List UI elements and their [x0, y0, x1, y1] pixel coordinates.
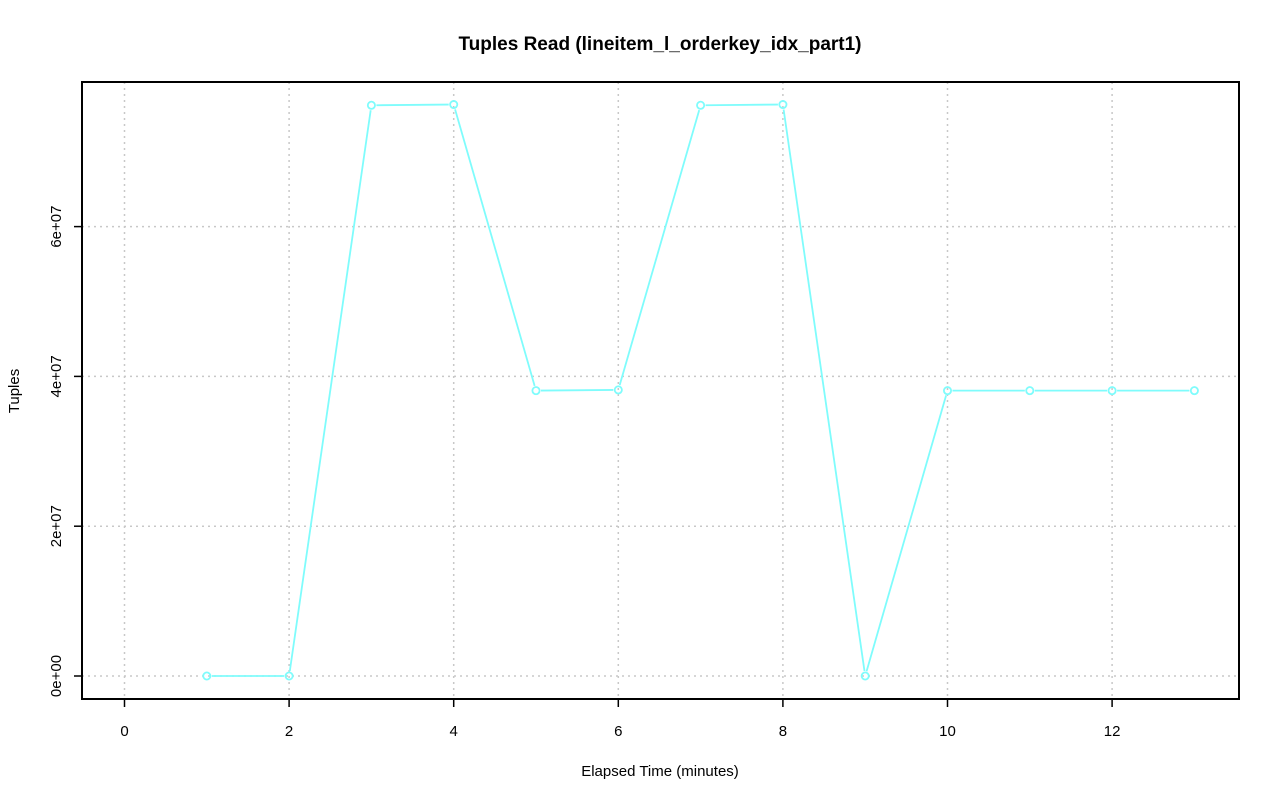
chart-title: Tuples Read (lineitem_l_orderkey_idx_par… — [458, 34, 861, 55]
series-segment — [540, 389, 614, 392]
data-point — [613, 385, 623, 395]
data-point — [778, 100, 788, 110]
y-axis: 0e+00 2e+07 4e+07 6e+07 — [48, 206, 82, 697]
y-tick-label: 4e+07 — [48, 355, 65, 397]
series — [202, 100, 1199, 681]
data-point — [1025, 386, 1035, 396]
plot-frame — [81, 81, 1240, 700]
series-segment — [705, 103, 778, 107]
x-tick-label: 6 — [614, 723, 622, 740]
series-segment — [865, 395, 947, 672]
series-segment — [782, 109, 866, 672]
data-point — [284, 671, 294, 681]
x-axis-label: Elapsed Time (minutes) — [581, 763, 739, 780]
series-segment — [288, 110, 372, 672]
y-tick-label: 6e+07 — [48, 206, 65, 248]
x-tick-label: 2 — [285, 723, 293, 740]
data-point — [531, 386, 541, 396]
series-segment — [376, 103, 449, 107]
x-tick-label: 8 — [779, 723, 787, 740]
series-segment — [454, 109, 536, 387]
x-axis: 0 2 4 6 8 10 12 — [120, 699, 1120, 740]
y-axis-label: Tuples — [6, 369, 23, 413]
data-point — [696, 100, 706, 110]
x-tick-label: 0 — [120, 723, 128, 740]
x-tick-label: 10 — [939, 723, 956, 740]
data-point — [449, 100, 459, 110]
y-tick-label: 2e+07 — [48, 505, 65, 547]
data-point — [943, 386, 953, 396]
data-point — [366, 100, 376, 110]
data-point — [202, 671, 212, 681]
data-point — [1189, 386, 1199, 396]
data-point — [860, 671, 870, 681]
x-tick-label: 12 — [1104, 723, 1121, 740]
series-segment — [618, 109, 701, 386]
data-point — [1107, 386, 1117, 396]
y-tick-label: 0e+00 — [48, 655, 65, 697]
x-tick-label: 4 — [450, 723, 458, 740]
